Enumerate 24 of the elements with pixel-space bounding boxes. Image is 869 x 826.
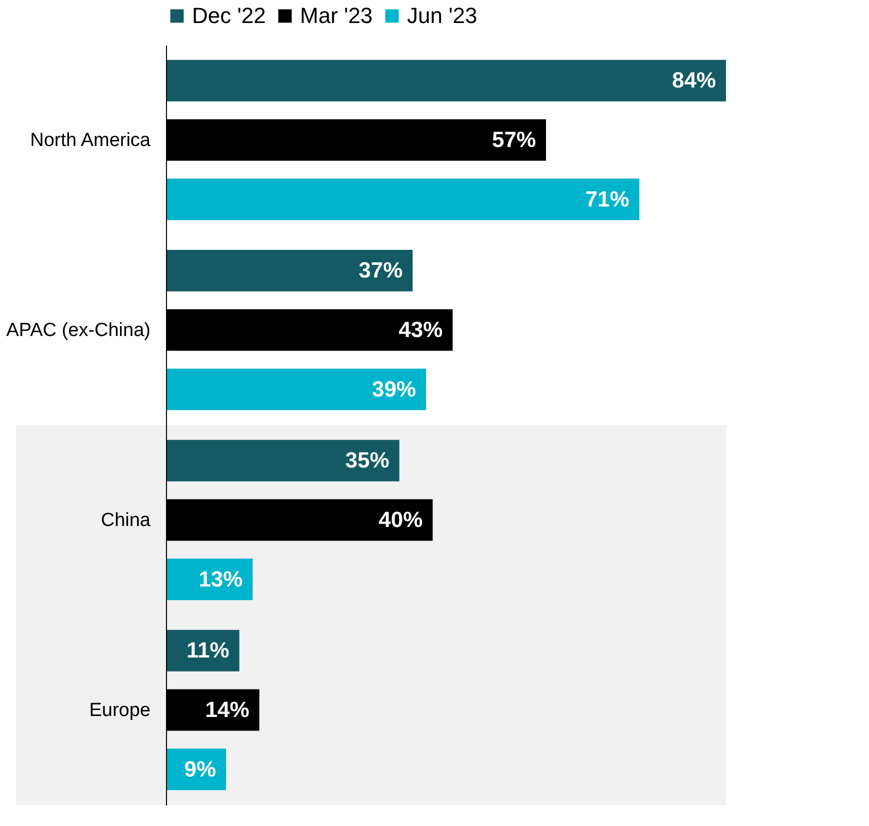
- legend-label: Mar '23: [300, 3, 373, 28]
- bar: [166, 60, 726, 102]
- y-tick-label: China: [100, 510, 151, 531]
- bar: [166, 368, 426, 410]
- data-label: 11%: [186, 638, 230, 663]
- data-label: 40%: [378, 507, 423, 532]
- bar: [166, 440, 400, 482]
- bar: [166, 178, 640, 220]
- data-label: 9%: [184, 756, 216, 782]
- data-label: 43%: [398, 317, 443, 342]
- data-label: 57%: [492, 127, 536, 152]
- data-label: 13%: [198, 566, 243, 592]
- legend-label: Jun '23: [407, 3, 478, 28]
- bar: [166, 250, 413, 292]
- data-label: 71%: [585, 186, 630, 212]
- y-tick-label: North America: [30, 130, 151, 151]
- data-label: 35%: [345, 448, 390, 473]
- y-tick-label: APAC (ex-China): [6, 320, 150, 341]
- y-tick-label: Europe: [89, 700, 150, 721]
- data-label: 14%: [205, 697, 250, 722]
- data-label: 39%: [372, 376, 416, 402]
- data-label: 84%: [672, 68, 716, 93]
- legend-label: Dec '22: [192, 3, 266, 28]
- data-label: 37%: [358, 258, 403, 283]
